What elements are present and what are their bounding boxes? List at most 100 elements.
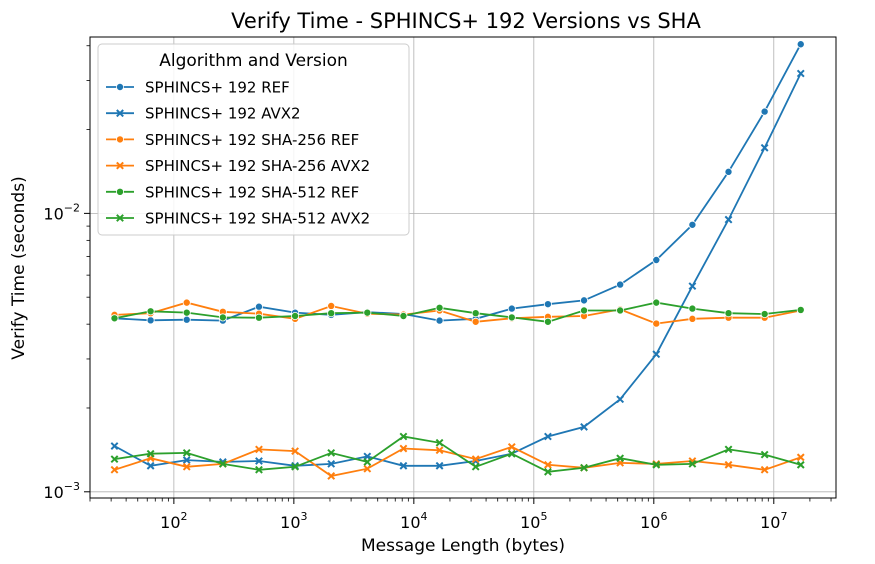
y-tick-label: 10−3 [43,480,80,502]
data-point [471,455,480,464]
data-point [182,448,191,457]
legend-label: SPHINCS+ 192 REF [145,79,290,97]
data-point [254,313,263,322]
data-point [291,311,300,320]
data-point [688,459,697,468]
data-point [724,167,733,176]
x-tick-label: 106 [640,510,667,532]
data-point [254,302,263,311]
data-point [543,300,552,309]
data-point [399,444,408,453]
data-point [146,461,155,470]
series-sphincs-192-sha-512-ref [110,298,805,326]
data-point [218,313,227,322]
data-point [363,458,372,466]
data-point [760,310,769,319]
data-point [471,317,480,326]
data-point [652,298,661,307]
x-tick-label: 105 [520,510,547,532]
data-point [255,457,263,465]
data-point [182,315,191,324]
series-sphincs-192-sha-256-ref [110,298,805,328]
data-point [616,306,625,315]
legend-label: SPHINCS+ 192 SHA-512 AVX2 [145,210,370,228]
data-point [507,313,516,322]
legend-marker [116,83,125,92]
legend: Algorithm and Version SPHINCS+ 192 REF SPH… [97,43,410,236]
data-point [688,220,697,229]
data-point [327,301,336,310]
legend-label: SPHINCS+ 192 AVX2 [145,105,301,123]
legend-title: Algorithm and Version [159,51,348,71]
legend-item: SPHINCS+ 192 REF [106,79,290,97]
data-point [435,446,444,455]
data-point [616,454,625,463]
legend-item: SPHINCS+ 192 SHA-512 AVX2 [106,210,370,228]
x-tick-label: 102 [160,510,187,532]
data-point [616,280,625,289]
legend-box [97,43,410,236]
legend-marker [116,109,124,118]
data-point [760,450,769,459]
data-point [760,107,769,116]
legend-item: SPHINCS+ 192 AVX2 [106,105,301,123]
data-point [110,465,119,474]
y-tick-label: 10−2 [43,201,80,223]
data-point [327,459,336,468]
chart-title: Verify Time - SPHINCS+ 192 Versions vs S… [231,9,701,33]
data-point [435,461,444,470]
legend-label: SPHINCS+ 192 SHA-256 AVX2 [145,157,370,175]
series-line [114,301,801,323]
data-point [760,143,769,152]
data-point [182,462,191,471]
legend-item: SPHINCS+ 192 SHA-256 REF [106,131,359,149]
data-point [435,303,444,312]
data-point [507,442,516,451]
y-axis-label: Verify Time (seconds) [9,176,29,359]
data-point [652,350,661,359]
data-point [796,453,805,462]
legend-item: SPHINCS+ 192 SHA-512 REF [106,183,359,201]
data-point [724,309,733,318]
data-point [796,40,805,49]
data-point [580,423,588,431]
data-point [724,460,733,469]
data-point [218,459,227,468]
data-point [580,463,588,472]
legend-marker [116,161,124,170]
data-point [688,282,697,291]
ticks: 102 103 104 105 106 107 10−3 10−2 [43,45,832,532]
data-point [327,448,336,457]
legend-label: SPHINCS+ 192 SHA-256 REF [145,131,359,149]
legend-marker [116,187,125,196]
data-point [688,314,697,323]
x-tick-label: 107 [760,510,787,532]
legend-marker [116,135,125,144]
series-layer [110,40,805,480]
data-point [399,432,408,441]
data-point [616,395,625,404]
legend-label: SPHINCS+ 192 SHA-512 REF [145,183,359,201]
series-line [114,301,801,325]
data-point [399,461,408,470]
data-point [327,309,336,318]
data-point [760,465,769,474]
data-point [182,298,191,307]
series-sphincs-192-sha-512-avx2 [110,432,805,476]
data-point [182,308,191,317]
data-point [652,460,661,469]
data-point [255,445,263,454]
series-line [114,435,801,473]
data-point [652,256,661,265]
plot-frame [89,36,837,499]
data-point [724,445,733,454]
data-point [435,438,444,447]
data-point [327,472,336,480]
data-point [110,314,119,323]
data-point [110,455,119,464]
data-point [796,69,805,78]
data-point [146,316,155,325]
data-point [291,447,299,456]
data-point [507,449,516,458]
